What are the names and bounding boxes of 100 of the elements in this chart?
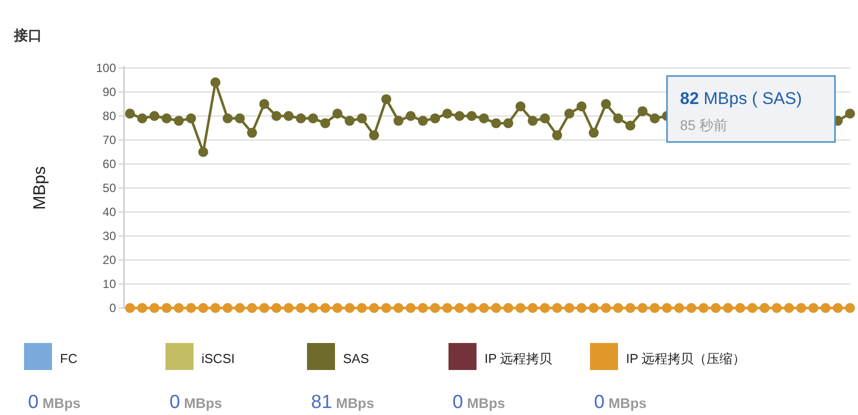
point (491, 303, 502, 313)
point (393, 116, 404, 126)
point (735, 303, 746, 313)
point (222, 303, 233, 313)
point (198, 303, 208, 313)
point (271, 111, 282, 121)
y-tick-label: 20 (102, 253, 116, 267)
point (528, 116, 538, 126)
point (478, 113, 489, 124)
chart-title: 接口 (13, 27, 42, 43)
y-tick-label: 0 (109, 301, 116, 315)
point (503, 118, 514, 128)
point (381, 94, 392, 104)
point (613, 303, 624, 313)
legend-label: iSCSI (202, 351, 235, 366)
point (356, 303, 367, 313)
legend-label: IP 远程拷贝（压缩） (626, 351, 746, 366)
point (674, 303, 684, 313)
point (552, 303, 562, 313)
point (625, 303, 636, 313)
point (686, 303, 696, 313)
y-tick-label: 100 (96, 61, 116, 75)
point (369, 130, 380, 140)
point (259, 303, 270, 313)
point (198, 147, 208, 157)
point (845, 303, 855, 313)
annotation: 85 秒前 (680, 117, 728, 133)
point (137, 303, 148, 313)
point (710, 303, 721, 313)
point (296, 303, 306, 313)
point (210, 77, 220, 88)
point (466, 111, 477, 121)
point (308, 303, 318, 313)
y-axis-title: MBps (30, 166, 49, 210)
point (747, 303, 758, 313)
point (820, 303, 831, 313)
point (308, 113, 318, 124)
point (186, 113, 196, 124)
point (430, 113, 440, 124)
point (576, 101, 587, 112)
point (564, 108, 574, 119)
point (234, 303, 245, 313)
point (832, 303, 843, 313)
y-tick-label: 40 (102, 205, 116, 219)
legend-label: SAS (343, 351, 370, 366)
point (284, 111, 294, 121)
point (625, 120, 636, 131)
point (650, 303, 660, 313)
point (638, 303, 648, 313)
point (845, 108, 855, 119)
point (271, 303, 282, 313)
point (454, 303, 464, 313)
text: 0 MBps (452, 392, 506, 413)
point (503, 303, 514, 313)
point (454, 111, 464, 121)
point (320, 118, 330, 128)
point (125, 303, 135, 313)
point (784, 303, 794, 313)
legend-label: IP 远程拷贝 (484, 351, 552, 366)
point (698, 303, 709, 313)
point (137, 113, 148, 124)
point (528, 303, 538, 313)
point (478, 303, 489, 313)
point (406, 303, 416, 313)
point (650, 113, 660, 124)
point (406, 111, 416, 121)
point (466, 303, 477, 313)
point (516, 303, 526, 313)
point (613, 113, 624, 124)
point (760, 303, 770, 313)
point (222, 113, 233, 124)
point (418, 303, 428, 313)
point (381, 303, 392, 313)
annotation: 82 MBps ( SAS) (680, 89, 802, 108)
point (540, 303, 550, 313)
point (174, 303, 184, 313)
point (369, 303, 380, 313)
y-tick-label: 60 (102, 157, 116, 171)
point (772, 303, 782, 313)
point (393, 303, 404, 313)
point (491, 118, 502, 128)
tooltip: 82 MBps ( SAS) 85 秒前 (666, 75, 836, 143)
text: 0 MBps (594, 392, 647, 413)
point (186, 303, 196, 313)
point (356, 113, 367, 124)
y-tick-label: 10 (102, 277, 116, 291)
point (442, 108, 452, 119)
point (162, 113, 172, 124)
point (125, 108, 135, 119)
point (344, 303, 355, 313)
point (247, 128, 258, 138)
point (600, 303, 611, 313)
point (796, 303, 806, 313)
point (552, 130, 562, 140)
y-tick-label: 30 (102, 229, 116, 243)
y-tick-label: 50 (102, 181, 116, 195)
point (638, 106, 648, 116)
point (588, 128, 599, 138)
point (808, 303, 818, 313)
point (588, 303, 599, 313)
